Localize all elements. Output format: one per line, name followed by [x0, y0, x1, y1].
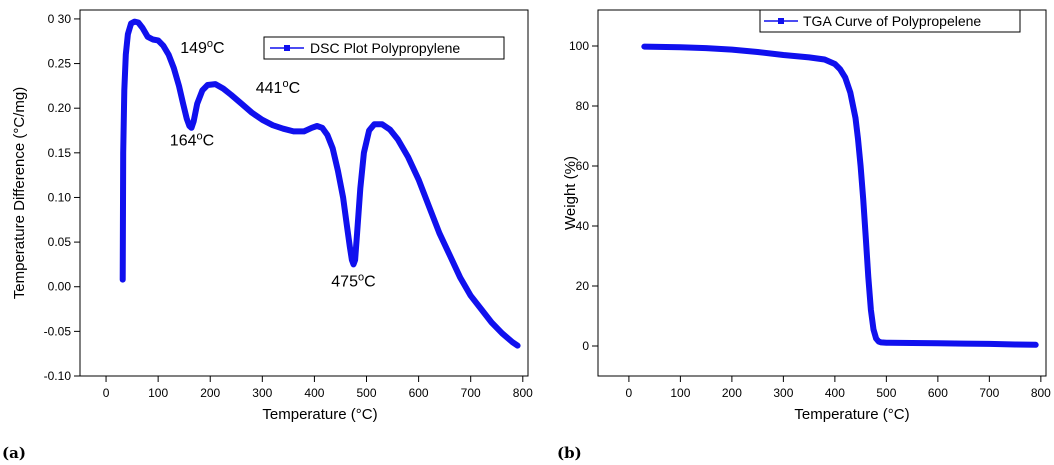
tga-chart: 0 100 200 300 400 500 600 700 800 0 20 40 60 80 100 Te…	[557, 9, 1051, 462]
x-tick-label: 800	[513, 386, 533, 400]
x-tick-label: 500	[876, 386, 896, 400]
x-tick-label: 400	[825, 386, 845, 400]
unit-label: C	[289, 80, 301, 97]
y-tick-label: 0.25	[48, 57, 72, 71]
x-tick-label: 300	[252, 386, 272, 400]
series-line	[119, 18, 521, 349]
y-tick-label: 100	[569, 39, 589, 53]
y-tick-label: 0.20	[48, 101, 72, 115]
y-tick-label: -0.05	[44, 324, 72, 338]
x-tick-label: 100	[670, 386, 690, 400]
x-axis-title-b: Temperature (°C)	[794, 406, 909, 423]
axis-ticks-a: 0 100 200 300 400 500 600 700 800 -0.10 -0.05 0.00 0…	[44, 12, 533, 400]
series-group-a	[119, 18, 521, 349]
series-line	[641, 43, 1039, 348]
y-tick-label: 80	[576, 99, 590, 113]
degree-superscript: o	[197, 131, 203, 143]
legend-marker-b	[778, 18, 784, 24]
x-tick-label: 700	[461, 386, 481, 400]
plot-frame-b	[597, 9, 1047, 377]
axis-ticks-b: 0 100 200 300 400 500 600 700 800 0 20 40 60 80 100	[569, 39, 1051, 400]
y-axis-title-b: Weight (%)	[562, 156, 579, 230]
peak-annotation-value: 441	[256, 80, 283, 97]
x-axis-title-a: Temperature (°C)	[262, 406, 377, 423]
legend-b: TGA Curve of Polypropelene	[759, 9, 1021, 33]
y-tick-label: 60	[576, 159, 590, 173]
x-tick-label: 600	[928, 386, 948, 400]
x-tick-label: 200	[722, 386, 742, 400]
peak-annotation: 149oC	[180, 38, 224, 57]
x-tick-label: 400	[304, 386, 324, 400]
y-tick-label: 0.10	[48, 190, 72, 204]
peak-annotation: 475oC	[331, 272, 375, 291]
x-tick-label: 0	[103, 386, 110, 400]
x-tick-label: 300	[773, 386, 793, 400]
y-tick-label: 20	[576, 279, 590, 293]
y-tick-label: 40	[576, 219, 590, 233]
degree-superscript: o	[207, 38, 213, 50]
plot-frame-a	[79, 9, 529, 377]
x-tick-label: 700	[979, 386, 999, 400]
y-tick-label: 0	[582, 339, 589, 353]
unit-label: C	[213, 40, 225, 57]
legend-label-b: TGA Curve of Polypropelene	[803, 13, 981, 29]
dsc-chart: 0 100 200 300 400 500 600 700 800 -0.10 -0.05 0.00 0…	[2, 9, 533, 462]
legend-box-b	[759, 9, 1021, 33]
unit-label: C	[364, 274, 376, 291]
x-tick-label: 800	[1031, 386, 1051, 400]
y-tick-label: 0.15	[48, 146, 72, 160]
x-tick-label: 100	[148, 386, 168, 400]
unit-label: C	[203, 133, 215, 150]
y-axis-title-a: Temperature Difference (°C/mg)	[11, 87, 28, 299]
y-tick-label: -0.10	[44, 369, 72, 383]
panel-label-b: (b)	[557, 444, 582, 462]
y-tick-label: 0.00	[48, 280, 72, 294]
y-tick-label: 0 30	[48, 12, 72, 26]
peak-annotation: 441oC	[256, 78, 300, 97]
legend-label-a: DSC Plot Polypropylene	[310, 40, 460, 56]
legend-box-a	[263, 36, 505, 60]
degree-superscript: o	[282, 78, 288, 90]
peak-annotation-value: 164	[170, 133, 197, 150]
x-tick-label: 200	[200, 386, 220, 400]
legend-marker-a	[284, 45, 290, 51]
legend-a: DSC Plot Polypropylene	[263, 36, 505, 60]
x-tick-label: 600	[409, 386, 429, 400]
peak-annotation-value: 475	[331, 274, 358, 291]
panel-label-a: (a)	[2, 444, 26, 462]
peak-annotation-value: 149	[180, 40, 207, 57]
x-tick-label: 500	[356, 386, 376, 400]
series-group-b	[641, 43, 1039, 348]
y-tick-label: 0.05	[48, 235, 72, 249]
peak-annotation: 164oC	[170, 131, 214, 150]
degree-superscript: o	[358, 272, 364, 284]
x-tick-label: 0	[626, 386, 633, 400]
